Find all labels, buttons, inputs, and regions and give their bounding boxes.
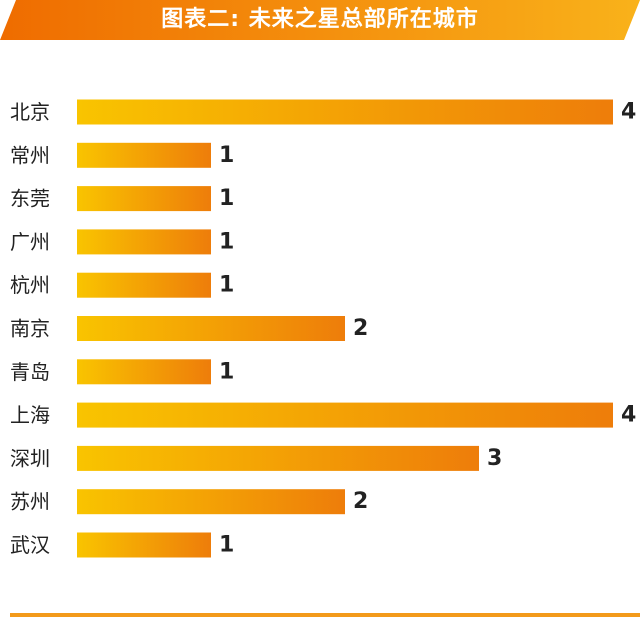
category-label: 南京 (10, 317, 50, 341)
category-label: 东莞 (10, 187, 50, 211)
category-label: 深圳 (10, 446, 50, 470)
value-label: 3 (487, 446, 502, 471)
value-label: 4 (621, 403, 636, 428)
value-label: 1 (219, 533, 234, 558)
bar (77, 99, 613, 125)
bar (77, 359, 211, 385)
category-label: 武汉 (10, 533, 50, 557)
value-label: 1 (219, 143, 234, 168)
bar (77, 142, 211, 168)
title-banner-shape (0, 0, 640, 40)
category-label: 上海 (10, 403, 50, 427)
bar (77, 229, 211, 255)
value-label: 1 (219, 229, 234, 254)
title-banner (0, 0, 640, 40)
category-label: 青岛 (10, 360, 50, 384)
chart-title: 图表二: 未来之星总部所在城市 (161, 7, 479, 32)
bar (77, 445, 479, 471)
value-label: 1 (219, 359, 234, 384)
bar (77, 489, 345, 515)
bar (77, 186, 211, 212)
category-label: 苏州 (10, 490, 50, 514)
value-label: 1 (219, 186, 234, 211)
category-label: 北京 (10, 100, 50, 124)
bar (77, 532, 211, 558)
bar (77, 316, 345, 341)
value-label: 1 (219, 273, 234, 298)
bar (77, 272, 211, 298)
bar (77, 402, 613, 428)
category-label: 杭州 (10, 273, 50, 297)
category-label: 广州 (10, 230, 50, 254)
value-label: 2 (353, 316, 368, 341)
category-label: 常州 (10, 143, 50, 167)
value-label: 2 (353, 489, 368, 514)
bars-layer: 北京 4 常州 1 东莞 1 广州 1 杭州 1 南京 2 青岛 1 上海 4 深圳 3 苏州 2 武汉 1 (10, 99, 636, 558)
value-label: 4 (621, 100, 636, 125)
bottom-rule (10, 613, 640, 617)
